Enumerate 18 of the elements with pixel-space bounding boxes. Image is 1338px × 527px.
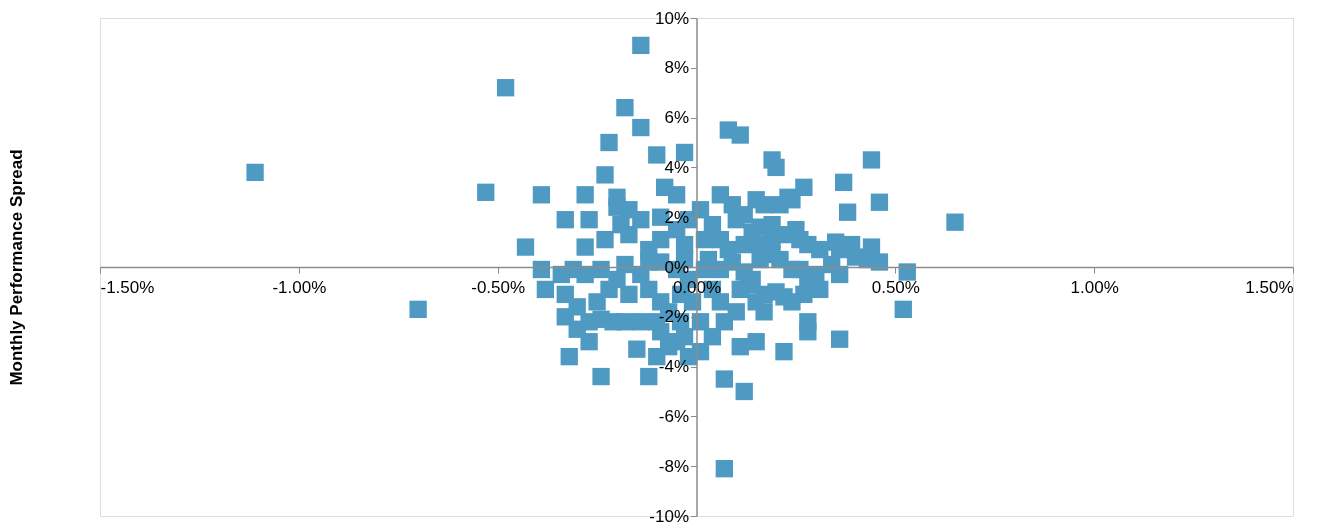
y-tick-label: 6% [664, 108, 689, 128]
y-tick-label: -2% [658, 307, 689, 327]
y-tick-label: 8% [664, 58, 689, 78]
y-tick-label: 4% [664, 157, 689, 177]
x-tick-label: 1.50% [1245, 277, 1294, 297]
y-tick-label: -10% [649, 506, 689, 526]
x-tick-label: -0.50% [471, 277, 526, 297]
x-tick-label: -1.50% [100, 277, 155, 297]
x-tick-label: -1.00% [272, 277, 327, 297]
y-tick-label: -6% [658, 406, 689, 426]
y-axis-title: Monthly Performance Spread [6, 149, 26, 386]
y-tick-label: -8% [658, 456, 689, 476]
y-tick-label: 10% [654, 8, 689, 28]
y-tick-label: 2% [664, 207, 689, 227]
y-tick-label: -4% [658, 357, 689, 377]
x-tick-label: 1.00% [1070, 277, 1119, 297]
y-tick-label: 0% [664, 257, 689, 277]
x-tick-label: 0.50% [871, 277, 920, 297]
